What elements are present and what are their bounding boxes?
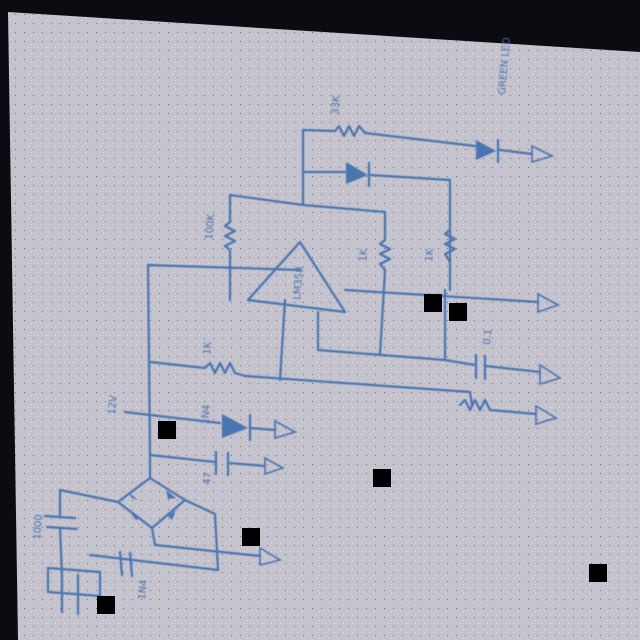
- label-r-mid: 1K: [358, 248, 370, 262]
- label-op-amp: LM358: [292, 266, 306, 300]
- black-square-6: [97, 596, 115, 614]
- output-arrow-led: [531, 144, 555, 164]
- capacitor-left: [43, 514, 79, 531]
- resistor-r-right: [443, 228, 457, 264]
- resistor-r-left: [223, 220, 237, 252]
- label-r-left: 100K: [204, 213, 217, 240]
- black-square-7: [589, 564, 607, 582]
- black-square-5: [242, 528, 260, 546]
- wire-left-rail: [146, 263, 302, 457]
- label-cap-small: 47: [202, 472, 214, 486]
- output-arrow-4: [274, 419, 298, 440]
- label-r-feedback: 1K: [202, 341, 214, 355]
- led-green: [476, 140, 496, 160]
- resistor-out-3: [458, 398, 492, 412]
- svg-text:1N4: 1N4: [137, 579, 150, 600]
- output-arrow-5: [264, 456, 285, 476]
- label-green-led: GREEN LED: [497, 37, 513, 96]
- black-square-4: [373, 469, 391, 487]
- resistor-r-feedback: [203, 361, 247, 378]
- black-square-2: [449, 303, 467, 321]
- schematic: 33K GREEN LED 100K LM358 1K 1K 1K: [32, 37, 562, 616]
- label-cap-left: 1000: [32, 514, 45, 540]
- capacitor-out: [474, 353, 487, 381]
- label-cap-out: 0.1: [482, 328, 494, 345]
- output-arrow-2: [539, 363, 562, 386]
- diode-input: [222, 414, 248, 438]
- label-v-in: 12V: [107, 395, 120, 416]
- paper-noise: [8, 12, 640, 640]
- output-arrow-3: [535, 404, 558, 426]
- output-arrow-1: [537, 292, 560, 314]
- capacitor-small: [214, 450, 230, 477]
- black-square-3: [158, 421, 176, 439]
- label-bridge-top: 1N4: [200, 404, 213, 425]
- output-arrow-6: [259, 546, 283, 567]
- op-amp: [246, 240, 347, 314]
- resistor-r-top: [333, 124, 367, 138]
- label-r-right: 1K: [424, 248, 436, 262]
- black-square-1: [424, 294, 442, 312]
- label-r-top: 33K: [330, 95, 343, 116]
- diode-feedback: [346, 162, 368, 184]
- wire-top: [301, 128, 477, 207]
- resistor-r-mid: [378, 238, 392, 272]
